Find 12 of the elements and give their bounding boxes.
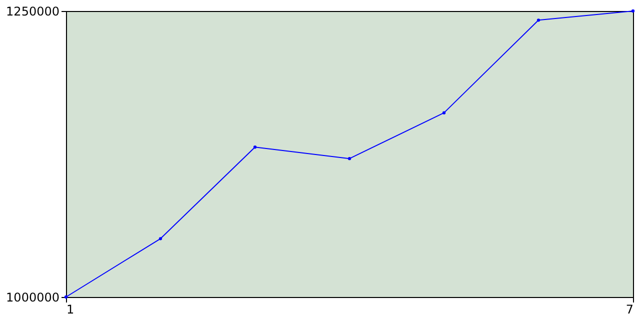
x-tick-label: 7	[626, 302, 634, 316]
point	[253, 146, 257, 149]
point	[442, 111, 446, 114]
point	[536, 18, 540, 22]
point	[158, 237, 162, 240]
point	[348, 157, 352, 160]
y-tick-label: 1000000	[6, 290, 60, 304]
point	[64, 295, 68, 299]
point	[631, 9, 635, 13]
x-tick-label: 1	[66, 302, 74, 316]
line-series	[64, 9, 635, 299]
y-tick-label: 1250000	[6, 4, 60, 18]
